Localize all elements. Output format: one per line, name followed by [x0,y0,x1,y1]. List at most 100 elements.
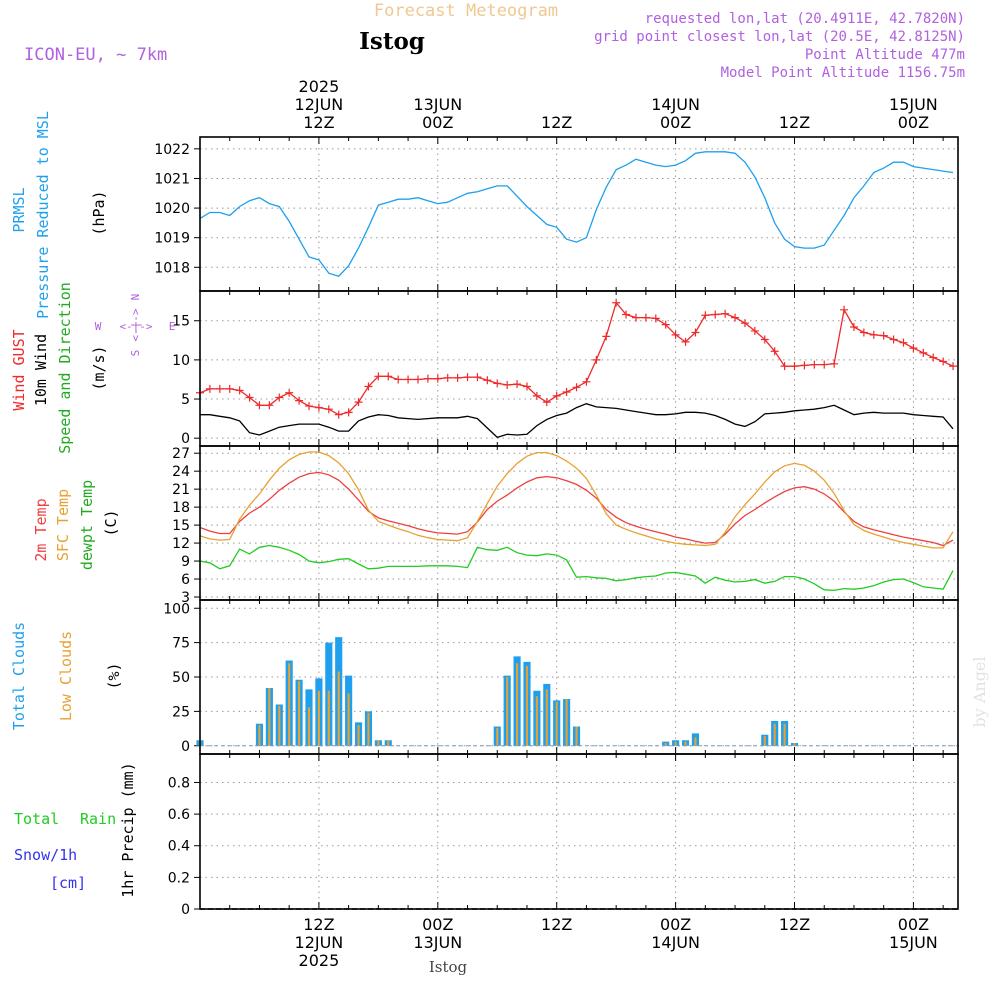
gust-marker [275,393,284,402]
panel-3: 0 25 50 75 100 [163,599,959,755]
dewpt-temp-line [199,544,954,592]
ytick-label: 6 [181,572,190,588]
gust-marker [631,313,640,322]
temp2m-label: 2m Temp [32,498,50,561]
footer-location: Istog [429,958,468,976]
gust-marker [671,330,680,339]
gust-marker [295,396,304,405]
low-cloud-bar [337,671,340,746]
prmsl-line [199,151,954,277]
gust-marker [255,401,264,410]
time-label: 14JUN [651,95,700,114]
chart-title: Forecast Meteogram [374,1,558,21]
gust-marker [404,375,413,384]
precip-unit: 1hr Precip (mm) [119,762,137,897]
grid-point-coords: grid point closest lon,lat (20.5E, 42.81… [594,29,965,45]
ytick-label: 0.4 [168,839,190,855]
time-label: 14JUN [651,933,700,952]
gust-marker [919,348,928,357]
ytick-label: 0.8 [168,775,190,791]
panel-frame [199,753,959,910]
compass-n: N [129,294,142,301]
ytick-label: 0 [181,902,190,918]
gust-marker [869,330,878,339]
ytick-label: 0.2 [168,870,190,886]
low-cloud-bar [327,690,330,746]
gust-marker [820,360,829,369]
gust-marker [770,347,779,356]
gust-marker [304,402,313,411]
snow-label: Snow/1h [14,846,77,864]
gust-marker [641,313,650,322]
time-label: 00Z [422,915,453,934]
gust-marker [314,403,323,412]
gust-marker [602,332,611,341]
ytick-label: 12 [172,536,190,552]
gust-marker [493,379,502,388]
gust-marker [265,401,274,410]
ytick-label: 50 [172,670,190,686]
requested-coords: requested lon,lat (20.4911E, 42.7820N) [645,11,965,27]
low-cloud-bar [555,701,558,746]
gust-marker [830,359,839,368]
gust-marker [215,384,224,393]
ytick-label: 1020 [154,201,190,217]
time-label: 00Z [898,915,929,934]
time-label: 2025 [299,951,340,970]
gust-marker [324,405,333,414]
low-cloud-bar [347,693,350,746]
ytick-label: 1022 [154,142,190,158]
ytick-label: 0 [181,739,190,755]
snow-unit-label: [cm] [50,874,86,892]
gust-marker [790,362,799,371]
gust-marker [205,384,214,393]
gust-marker [701,311,710,320]
gust-marker [225,384,234,393]
low-cloud-bar [773,723,776,746]
compass-w: W [95,320,102,333]
gust-marker [899,338,908,347]
low-cloud-bar [783,723,786,746]
gust-marker [344,408,353,417]
model-altitude: Model Point Altitude 1156.75m [721,65,965,81]
gust-marker [285,388,294,397]
ytick-label: 9 [181,554,190,570]
gust-marker [354,398,363,407]
ytick-label: 1018 [154,260,190,276]
wind-direction-label: Speed and Direction [56,282,74,454]
ytick-label: 0.6 [168,807,190,823]
gust-marker [721,309,730,318]
time-label: 12Z [779,915,810,934]
gust-marker [780,362,789,371]
10m-wind-line [200,403,954,439]
time-label: 13JUN [413,933,462,952]
low-cloud-bar [545,689,548,746]
panel-4: 0 0.2 0.4 0.6 0.8 [168,753,959,918]
temp-unit: (C) [102,509,120,536]
gust-marker [849,323,858,332]
ytick-label: 21 [172,482,190,498]
gust-marker [691,328,700,337]
gust-marker [433,374,442,383]
wind-gust-line [199,301,954,416]
gust-marker [929,353,938,362]
compass-vertical: <-|-> [129,308,142,341]
gust-marker [750,326,759,335]
gust-marker [889,335,898,344]
low-cloud-bar [496,727,499,746]
panels: 1018 1019 1020 1021 1022 0 5 10 15 3 6 9 12 15 18 21 24 2… [154,136,959,918]
gust-marker [542,398,551,407]
low-cloud-bar [288,663,291,746]
ytick-label: 15 [172,314,190,330]
gust-marker [681,337,690,346]
gust-marker [513,380,522,389]
gust-label: Wind GUST [10,329,28,410]
panel-1: 0 5 10 15 [172,290,959,447]
compass-e: E [169,320,176,333]
ytick-label: 75 [172,636,190,652]
gust-marker [245,393,254,402]
time-label: 12Z [303,915,334,934]
gust-marker [473,373,482,382]
ytick-label: 25 [172,704,190,720]
